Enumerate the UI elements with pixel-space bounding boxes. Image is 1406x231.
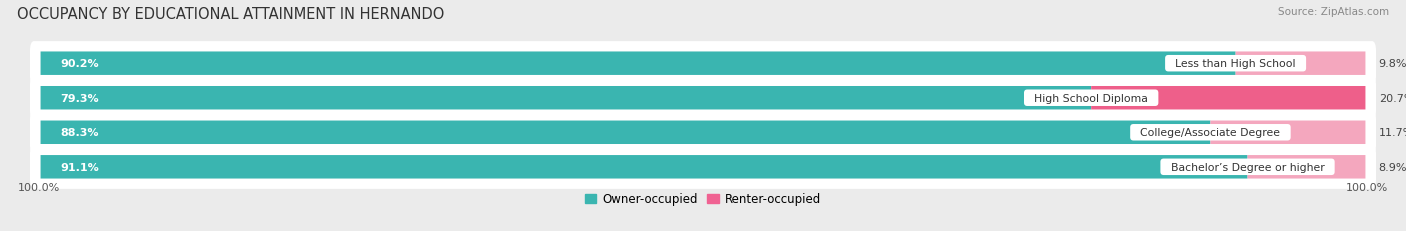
FancyBboxPatch shape <box>1091 87 1365 110</box>
Text: 79.3%: 79.3% <box>60 93 98 103</box>
FancyBboxPatch shape <box>41 155 1247 179</box>
Text: 20.7%: 20.7% <box>1379 93 1406 103</box>
FancyBboxPatch shape <box>41 121 1211 144</box>
Legend: Owner-occupied, Renter-occupied: Owner-occupied, Renter-occupied <box>579 188 827 210</box>
Text: 91.1%: 91.1% <box>60 162 100 172</box>
Text: Bachelor’s Degree or higher: Bachelor’s Degree or higher <box>1164 162 1331 172</box>
Text: 100.0%: 100.0% <box>18 182 60 192</box>
Text: 100.0%: 100.0% <box>1346 182 1388 192</box>
Text: 88.3%: 88.3% <box>60 128 98 138</box>
Text: 8.9%: 8.9% <box>1379 162 1406 172</box>
FancyBboxPatch shape <box>30 76 1376 120</box>
FancyBboxPatch shape <box>1247 155 1365 179</box>
FancyBboxPatch shape <box>1211 121 1365 144</box>
FancyBboxPatch shape <box>30 145 1376 189</box>
Text: 9.8%: 9.8% <box>1379 59 1406 69</box>
FancyBboxPatch shape <box>41 87 1091 110</box>
Text: OCCUPANCY BY EDUCATIONAL ATTAINMENT IN HERNANDO: OCCUPANCY BY EDUCATIONAL ATTAINMENT IN H… <box>17 7 444 22</box>
FancyBboxPatch shape <box>30 111 1376 155</box>
Text: 11.7%: 11.7% <box>1379 128 1406 138</box>
FancyBboxPatch shape <box>1236 52 1365 76</box>
FancyBboxPatch shape <box>41 52 1236 76</box>
Text: 90.2%: 90.2% <box>60 59 98 69</box>
Text: College/Associate Degree: College/Associate Degree <box>1133 128 1288 138</box>
FancyBboxPatch shape <box>30 42 1376 86</box>
Text: Source: ZipAtlas.com: Source: ZipAtlas.com <box>1278 7 1389 17</box>
Text: Less than High School: Less than High School <box>1168 59 1303 69</box>
Text: High School Diploma: High School Diploma <box>1028 93 1156 103</box>
